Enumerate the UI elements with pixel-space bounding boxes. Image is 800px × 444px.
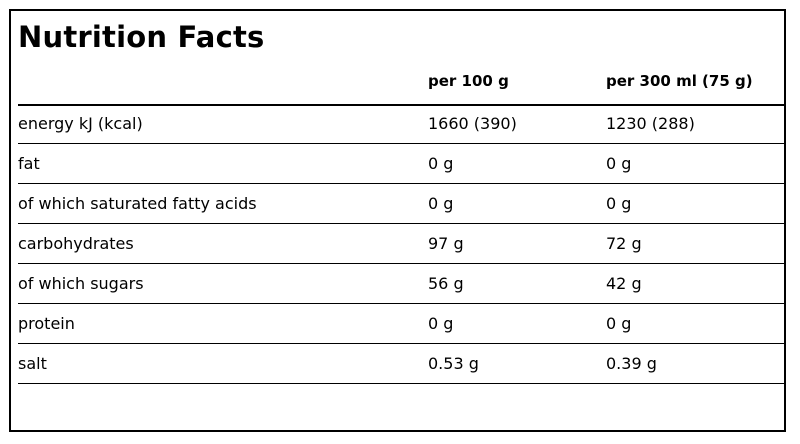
- nutrient-value-per-100g: 0 g: [428, 154, 454, 173]
- label-title: Nutrition Facts: [18, 20, 265, 54]
- nutrient-name: protein: [18, 314, 75, 333]
- nutrient-name: fat: [18, 154, 40, 173]
- column-header-per-100g: per 100 g: [428, 72, 509, 90]
- nutrient-value-per-300ml: 0.39 g: [606, 354, 657, 373]
- nutrient-value-per-300ml: 42 g: [606, 274, 642, 293]
- nutrient-value-per-300ml: 1230 (288): [606, 114, 695, 133]
- nutrient-row-carbohydrates: carbohydrates 97 g 72 g: [18, 224, 784, 264]
- nutrition-facts-label: Nutrition Facts per 100 g per 300 ml (75…: [9, 9, 786, 432]
- nutrient-value-per-100g: 97 g: [428, 234, 464, 253]
- nutrient-name: carbohydrates: [18, 234, 134, 253]
- column-header-row: per 100 g per 300 ml (75 g): [18, 67, 784, 106]
- nutrient-value-per-300ml: 0 g: [606, 154, 632, 173]
- nutrient-row-protein: protein 0 g 0 g: [18, 304, 784, 344]
- nutrient-row-energy: energy kJ (kcal) 1660 (390) 1230 (288): [18, 104, 784, 144]
- nutrient-row-salt: salt 0.53 g 0.39 g: [18, 344, 784, 384]
- nutrient-name: salt: [18, 354, 47, 373]
- nutrient-value-per-300ml: 0 g: [606, 194, 632, 213]
- nutrient-name: of which sugars: [18, 274, 144, 293]
- column-header-per-300ml: per 300 ml (75 g): [606, 72, 753, 90]
- nutrient-name: of which saturated fatty acids: [18, 194, 257, 213]
- nutrient-name: energy kJ (kcal): [18, 114, 143, 133]
- nutrient-row-saturated-fatty-acids: of which saturated fatty acids 0 g 0 g: [18, 184, 784, 224]
- nutrient-row-fat: fat 0 g 0 g: [18, 144, 784, 184]
- nutrient-row-sugars: of which sugars 56 g 42 g: [18, 264, 784, 304]
- nutrient-value-per-100g: 1660 (390): [428, 114, 517, 133]
- nutrient-value-per-100g: 56 g: [428, 274, 464, 293]
- nutrient-value-per-100g: 0 g: [428, 194, 454, 213]
- nutrient-value-per-100g: 0.53 g: [428, 354, 479, 373]
- nutrient-value-per-100g: 0 g: [428, 314, 454, 333]
- nutrient-value-per-300ml: 0 g: [606, 314, 632, 333]
- nutrient-value-per-300ml: 72 g: [606, 234, 642, 253]
